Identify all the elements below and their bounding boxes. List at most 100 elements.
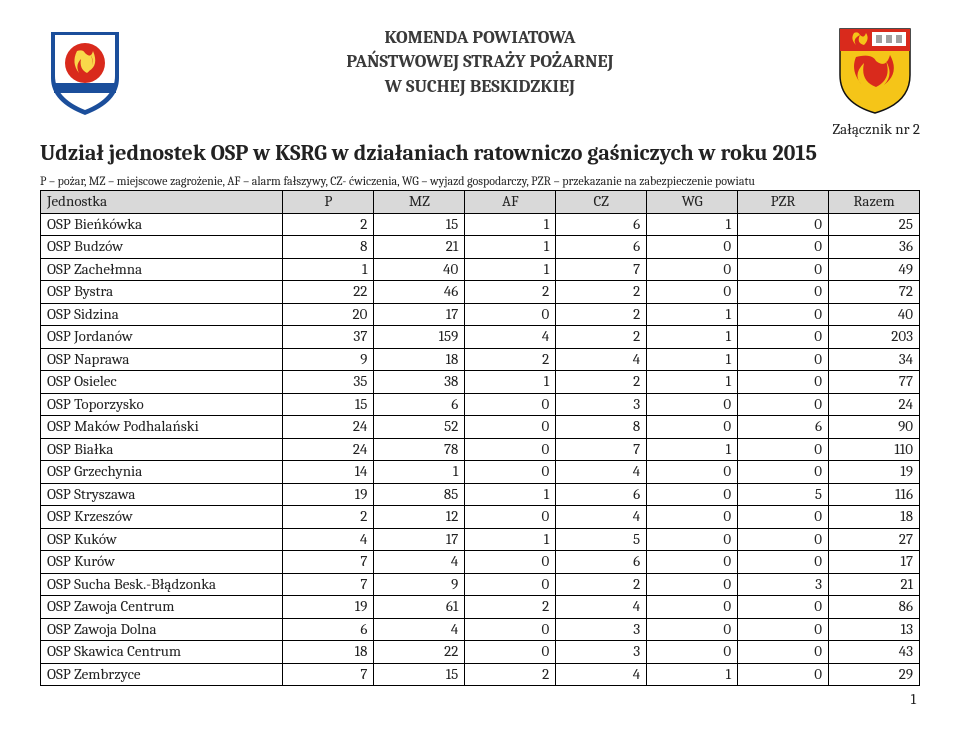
value-cell: 1 (647, 326, 738, 349)
header-line-1: KOMENDA POWIATOWA (130, 26, 830, 50)
value-cell: 0 (647, 416, 738, 439)
value-cell: 7 (556, 438, 647, 461)
value-cell: 0 (738, 641, 829, 664)
value-cell: 2 (465, 281, 556, 304)
value-cell: 1 (465, 258, 556, 281)
value-cell: 14 (283, 461, 374, 484)
value-cell: 0 (738, 663, 829, 686)
value-cell: 0 (738, 393, 829, 416)
value-cell: 1 (283, 258, 374, 281)
table-row: OSP Stryszawa19851605116 (41, 483, 920, 506)
value-cell: 0 (738, 213, 829, 236)
value-cell: 0 (465, 303, 556, 326)
value-cell: 2 (283, 506, 374, 529)
value-cell: 36 (829, 236, 920, 259)
unit-name-cell: OSP Grzechynia (41, 461, 283, 484)
unit-name-cell: OSP Skawica Centrum (41, 641, 283, 664)
value-cell: 12 (374, 506, 465, 529)
value-cell: 13 (829, 618, 920, 641)
unit-name-cell: OSP Maków Podhalański (41, 416, 283, 439)
value-cell: 4 (556, 348, 647, 371)
table-row: OSP Kurów74060017 (41, 551, 920, 574)
table-row: OSP Toporzysko156030024 (41, 393, 920, 416)
value-cell: 0 (738, 461, 829, 484)
value-cell: 2 (556, 573, 647, 596)
value-cell: 35 (283, 371, 374, 394)
value-cell: 5 (738, 483, 829, 506)
value-cell: 5 (556, 528, 647, 551)
unit-name-cell: OSP Sidzina (41, 303, 283, 326)
value-cell: 15 (374, 213, 465, 236)
value-cell: 0 (647, 618, 738, 641)
value-cell: 1 (647, 663, 738, 686)
table-row: OSP Sucha Besk.-Błądzonka79020321 (41, 573, 920, 596)
table-header-cell: PZR (738, 191, 829, 214)
value-cell: 110 (829, 438, 920, 461)
value-cell: 24 (283, 438, 374, 461)
unit-name-cell: OSP Zawoja Dolna (41, 618, 283, 641)
value-cell: 1 (647, 438, 738, 461)
table-row: OSP Zawoja Dolna64030013 (41, 618, 920, 641)
value-cell: 0 (465, 461, 556, 484)
value-cell: 18 (283, 641, 374, 664)
value-cell: 27 (829, 528, 920, 551)
value-cell: 6 (556, 483, 647, 506)
value-cell: 0 (738, 236, 829, 259)
value-cell: 52 (374, 416, 465, 439)
value-cell: 0 (738, 371, 829, 394)
unit-name-cell: OSP Bystra (41, 281, 283, 304)
value-cell: 0 (647, 573, 738, 596)
unit-name-cell: OSP Naprawa (41, 348, 283, 371)
value-cell: 1 (647, 371, 738, 394)
value-cell: 4 (556, 506, 647, 529)
table-row: OSP Skawica Centrum1822030043 (41, 641, 920, 664)
value-cell: 6 (556, 213, 647, 236)
value-cell: 1 (374, 461, 465, 484)
value-cell: 0 (647, 551, 738, 574)
table-row: OSP Jordanów371594210203 (41, 326, 920, 349)
value-cell: 4 (283, 528, 374, 551)
unit-name-cell: OSP Sucha Besk.-Błądzonka (41, 573, 283, 596)
value-cell: 78 (374, 438, 465, 461)
value-cell: 0 (738, 326, 829, 349)
value-cell: 3 (738, 573, 829, 596)
value-cell: 2 (465, 596, 556, 619)
value-cell: 0 (465, 506, 556, 529)
table-header-row: JednostkaPMZAFCZWGPZRRazem (41, 191, 920, 214)
value-cell: 49 (829, 258, 920, 281)
value-cell: 77 (829, 371, 920, 394)
value-cell: 8 (283, 236, 374, 259)
value-cell: 17 (374, 303, 465, 326)
table-header-cell: MZ (374, 191, 465, 214)
value-cell: 0 (465, 416, 556, 439)
table-row: OSP Sidzina2017021040 (41, 303, 920, 326)
value-cell: 2 (556, 281, 647, 304)
table-row: OSP Białka24780710110 (41, 438, 920, 461)
header-line-2: PAŃSTWOWEJ STRAŻY POŻARNEJ (130, 50, 830, 74)
value-cell: 0 (647, 393, 738, 416)
table-row: OSP Bieńkówka215161025 (41, 213, 920, 236)
value-cell: 4 (556, 596, 647, 619)
value-cell: 21 (829, 573, 920, 596)
value-cell: 7 (283, 663, 374, 686)
value-cell: 8 (556, 416, 647, 439)
table-row: OSP Zachełmna140170049 (41, 258, 920, 281)
value-cell: 7 (556, 258, 647, 281)
value-cell: 1 (465, 213, 556, 236)
header-line-3: W SUCHEJ BESKIDZKIEJ (130, 75, 830, 99)
value-cell: 1 (647, 213, 738, 236)
value-cell: 0 (738, 618, 829, 641)
value-cell: 0 (647, 641, 738, 664)
value-cell: 0 (738, 596, 829, 619)
value-cell: 116 (829, 483, 920, 506)
value-cell: 1 (465, 371, 556, 394)
value-cell: 2 (465, 348, 556, 371)
unit-name-cell: OSP Zachełmna (41, 258, 283, 281)
unit-name-cell: OSP Stryszawa (41, 483, 283, 506)
value-cell: 159 (374, 326, 465, 349)
value-cell: 6 (556, 236, 647, 259)
value-cell: 1 (465, 236, 556, 259)
value-cell: 37 (283, 326, 374, 349)
value-cell: 3 (556, 641, 647, 664)
value-cell: 15 (374, 663, 465, 686)
